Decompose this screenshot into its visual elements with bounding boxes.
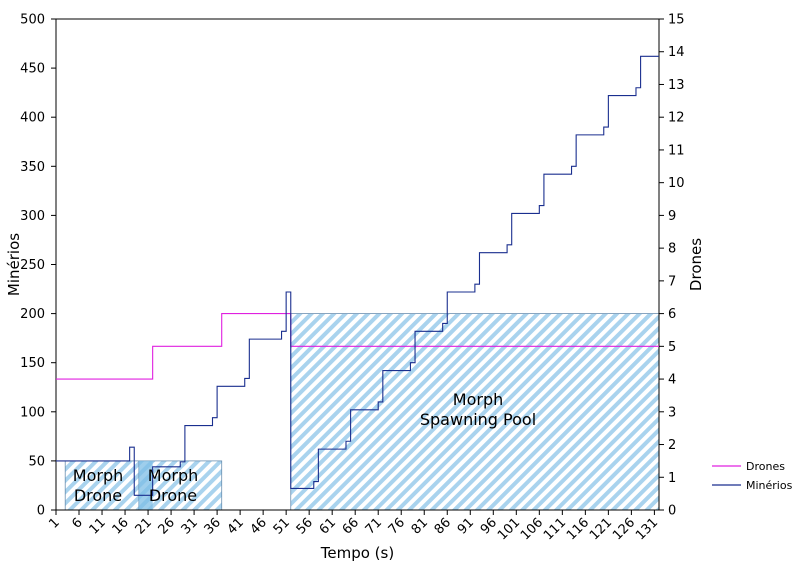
x-tick-label: 111	[541, 515, 569, 543]
x-tick-label: 56	[294, 515, 316, 537]
y-right-tick-label: 13	[668, 78, 685, 93]
annotation-label-line: Morph	[453, 390, 503, 409]
x-tick-label: 26	[156, 515, 178, 537]
annotation-label-line: Morph	[73, 466, 123, 485]
y-right-tick-label: 15	[668, 13, 685, 28]
x-tick-label: 41	[225, 515, 247, 537]
y-left-tick-label: 450	[20, 62, 45, 77]
y-right-tick-label: 6	[668, 307, 676, 322]
y-right-tick-label: 14	[668, 45, 685, 60]
y-right-tick-label: 2	[668, 438, 676, 453]
y-left-tick-label: 50	[28, 454, 45, 469]
y-left-tick-label: 250	[20, 258, 45, 273]
y-right-tick-label: 9	[668, 209, 676, 224]
series-line-minérios	[56, 55, 659, 496]
x-tick-label: 126	[610, 515, 638, 543]
x-tick-label: 131	[633, 515, 661, 543]
annotation-label-line: Drone	[74, 486, 122, 505]
y-right-tick-label: 1	[668, 471, 676, 486]
x-tick-label: 86	[432, 515, 454, 537]
x-tick-label: 61	[317, 515, 339, 537]
y-right-axis-title: Drones	[687, 238, 705, 291]
annotation-label-line: Drone	[149, 486, 197, 505]
y-left-tick-label: 350	[20, 160, 45, 175]
y-right-tick-label: 3	[668, 405, 676, 420]
x-tick-label: 81	[409, 515, 431, 537]
series-layer	[56, 55, 659, 496]
annotation-overlap	[138, 460, 153, 510]
x-tick-label: 36	[202, 515, 224, 537]
x-tick-label: 6	[69, 515, 85, 531]
y-right-tick-label: 12	[668, 111, 685, 126]
x-tick-label: 21	[133, 515, 155, 537]
y-right-tick-label: 8	[668, 242, 676, 257]
annotation-label-line: Morph	[148, 466, 198, 485]
y-right-tick-label: 0	[668, 504, 676, 519]
x-tick-label: 121	[587, 515, 615, 543]
legend-label-minérios: Minérios	[746, 479, 793, 492]
y-left-tick-label: 100	[20, 405, 45, 420]
x-tick-label: 91	[455, 515, 477, 537]
annotation-label-line: Spawning Pool	[420, 410, 536, 429]
x-tick-label: 116	[564, 515, 592, 543]
x-tick-label: 76	[386, 515, 408, 537]
x-axis-title: Tempo (s)	[320, 544, 394, 562]
x-tick-label: 46	[248, 515, 270, 537]
y-left-tick-label: 300	[20, 209, 45, 224]
y-left-tick-label: 500	[20, 13, 45, 28]
annotation-label-3: Morph Spawning Pool	[420, 390, 536, 429]
y-left-axis-title: Minérios	[5, 233, 23, 296]
x-tick-label: 11	[87, 515, 109, 537]
annotation-label-2: Morph Drone	[148, 466, 198, 505]
y-right-tick-label: 10	[668, 176, 685, 191]
x-tick-label: 51	[271, 515, 293, 537]
x-tick-label: 31	[179, 515, 201, 537]
x-tick-label: 1	[46, 515, 62, 531]
legend-label-drones: Drones	[746, 460, 785, 473]
x-tick-label: 71	[363, 515, 385, 537]
y-right-tick-label: 11	[668, 143, 685, 158]
x-tick-label: 16	[110, 515, 132, 537]
x-tick-label: 106	[518, 515, 546, 543]
y-left-tick-label: 0	[37, 504, 45, 519]
y-left-tick-label: 200	[20, 307, 45, 322]
y-left-tick-label: 400	[20, 111, 45, 126]
x-tick-label: 66	[340, 515, 362, 537]
legend: Drones Minérios	[712, 460, 793, 492]
y-right-tick-label: 4	[668, 373, 676, 388]
y-right-tick-label: 5	[668, 340, 676, 355]
annotation-label-1: Morph Drone	[73, 466, 123, 505]
x-tick-label: 101	[495, 515, 523, 543]
annotation-box-1	[64, 460, 154, 511]
y-right-tick-label: 7	[668, 274, 676, 289]
y-left-tick-label: 150	[20, 356, 45, 371]
